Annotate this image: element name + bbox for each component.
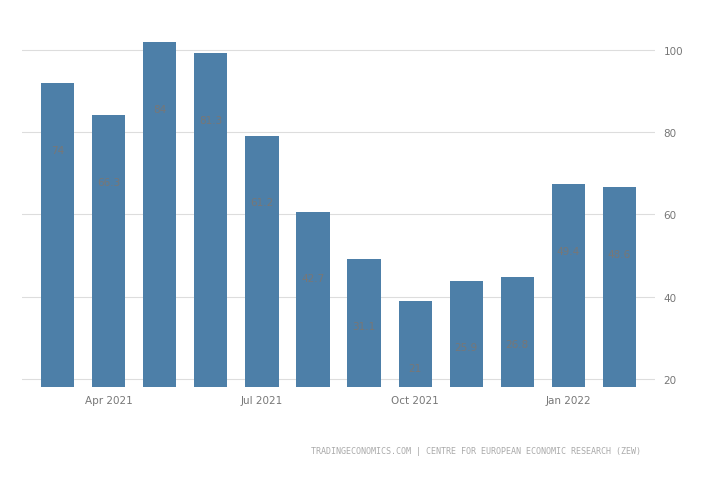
Bar — [194, 128, 227, 461]
Text: 48.6: 48.6 — [608, 250, 631, 260]
Text: 66.3: 66.3 — [97, 177, 120, 187]
Text: 81.3: 81.3 — [199, 116, 223, 126]
Bar — [347, 333, 381, 461]
Bar — [245, 210, 279, 461]
Bar — [143, 117, 176, 461]
Bar — [450, 355, 483, 461]
Text: 74: 74 — [51, 146, 64, 155]
Text: 25.9: 25.9 — [454, 343, 478, 353]
Bar — [296, 212, 330, 387]
Text: 21: 21 — [408, 363, 422, 373]
Text: 31.1: 31.1 — [352, 321, 376, 332]
Text: 42.7: 42.7 — [301, 274, 325, 284]
Bar — [92, 189, 125, 461]
Bar — [92, 115, 125, 387]
Bar — [347, 260, 381, 387]
Bar — [398, 301, 432, 387]
Bar — [603, 188, 636, 387]
Bar — [296, 286, 330, 461]
Bar — [501, 351, 534, 461]
Bar — [245, 136, 279, 387]
Bar — [143, 43, 176, 387]
Bar — [398, 375, 432, 461]
Bar — [603, 262, 636, 461]
Bar — [41, 84, 74, 387]
Text: 84: 84 — [153, 105, 167, 115]
Text: 49.4: 49.4 — [557, 246, 580, 257]
Text: 61.2: 61.2 — [250, 198, 274, 208]
Bar — [552, 258, 585, 461]
Text: TRADINGECONOMICS.COM | CENTRE FOR EUROPEAN ECONOMIC RESEARCH (ZEW): TRADINGECONOMICS.COM | CENTRE FOR EUROPE… — [311, 446, 641, 455]
Bar — [501, 277, 534, 387]
Bar — [194, 54, 227, 387]
Bar — [552, 185, 585, 387]
Text: 26.8: 26.8 — [506, 339, 529, 349]
Bar — [450, 281, 483, 387]
Bar — [41, 158, 74, 461]
